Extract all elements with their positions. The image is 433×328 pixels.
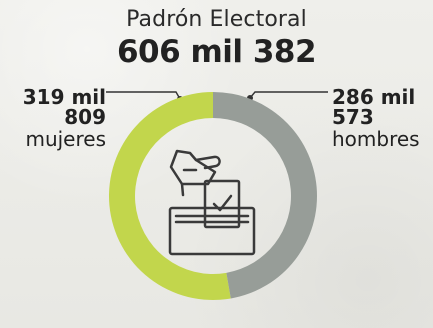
women-slice xyxy=(109,92,231,300)
women-label-block: 319 mil 809 mujeres xyxy=(16,87,106,149)
men-slice xyxy=(213,92,318,299)
chart-title: Padrón Electoral xyxy=(126,7,307,32)
men-leader-line xyxy=(249,91,328,99)
women-value-line2: 809 xyxy=(64,105,106,129)
total-value: 606 mil 382 xyxy=(116,34,317,70)
men-value-line2: 573 xyxy=(332,105,374,129)
ballot-box-icon xyxy=(168,149,256,256)
men-value-line1: 286 mil xyxy=(332,85,416,109)
women-value-line1: 319 mil xyxy=(22,85,106,109)
men-label-block: 286 mil 573 hombres xyxy=(332,87,427,149)
men-label: hombres xyxy=(332,127,420,151)
women-label: mujeres xyxy=(25,127,106,151)
women-leader-line xyxy=(106,91,181,100)
